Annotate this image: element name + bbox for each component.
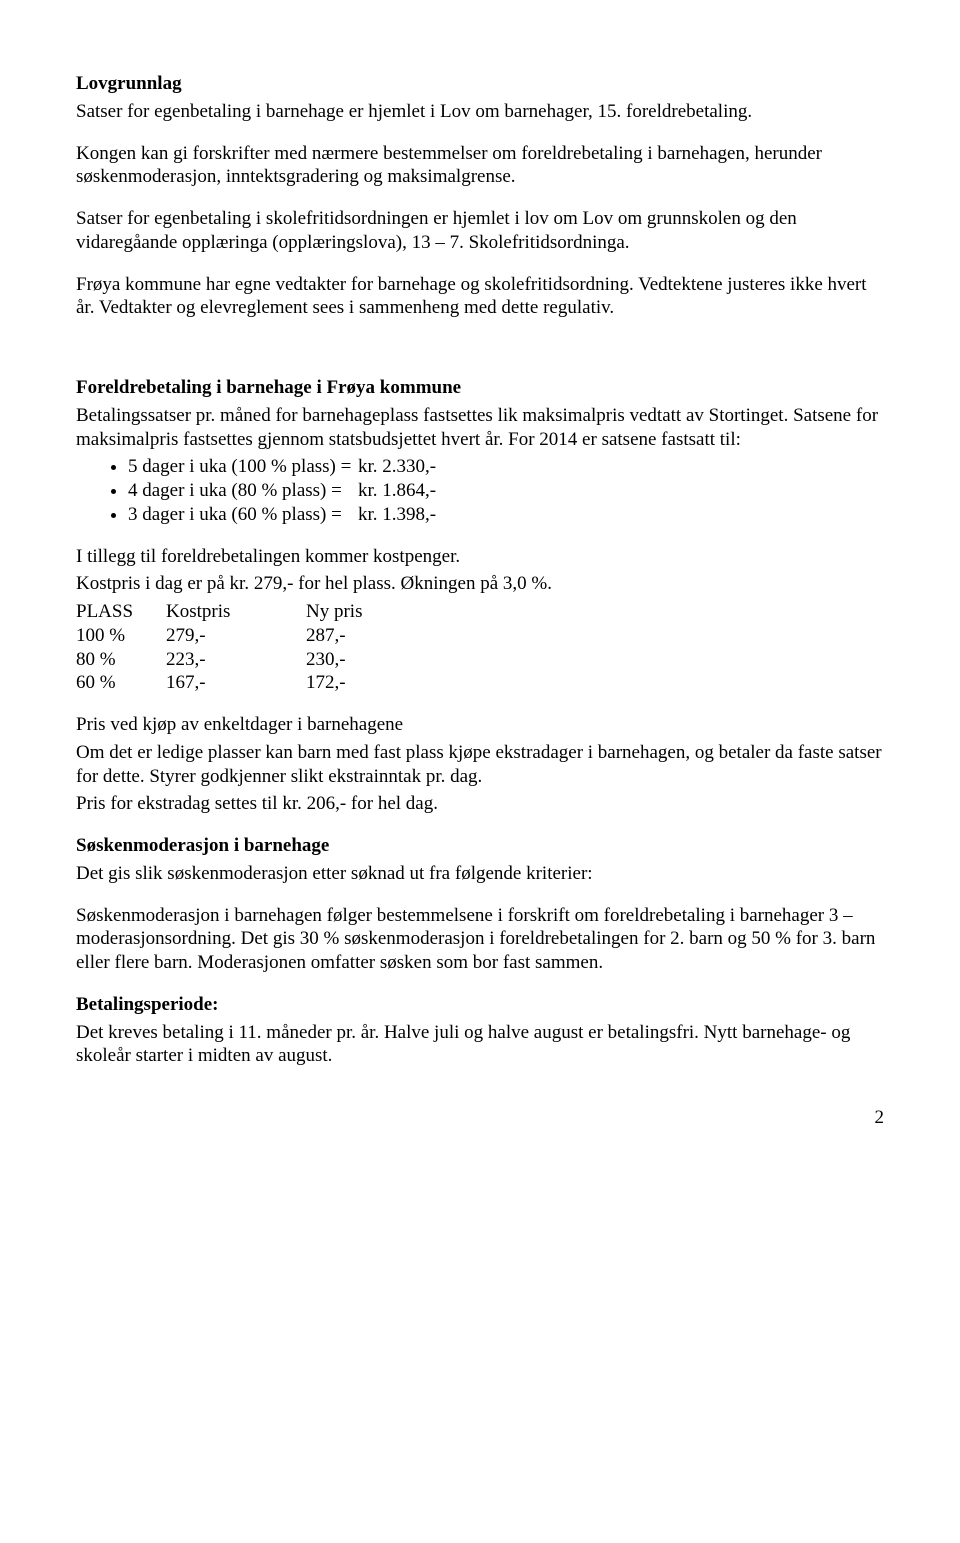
pris-label: 4 dager i uka (80 % plass) =	[128, 479, 358, 503]
kost-line1: I tillegg til foreldrebetalingen kommer …	[76, 545, 884, 569]
table-cell: Kostpris	[166, 600, 306, 624]
lovgrunnlag-heading: Lovgrunnlag	[76, 72, 884, 96]
table-cell: 287,-	[306, 624, 446, 648]
table-cell: 223,-	[166, 648, 306, 672]
table-row: 80 % 223,- 230,-	[76, 648, 446, 672]
enkeltdager-heading: Pris ved kjøp av enkeltdager i barnehage…	[76, 713, 884, 737]
table-cell: 279,-	[166, 624, 306, 648]
table-cell: 172,-	[306, 671, 446, 695]
sosken-heading: Søskenmoderasjon i barnehage	[76, 834, 884, 858]
list-item: 5 dager i uka (100 % plass) = kr. 2.330,…	[128, 455, 884, 479]
pris-value: kr. 1.398,-	[358, 503, 548, 527]
table-cell: PLASS	[76, 600, 166, 624]
lovgrunnlag-p2: Kongen kan gi forskrifter med nærmere be…	[76, 142, 884, 190]
enkeltdager-body: Om det er ledige plasser kan barn med fa…	[76, 741, 884, 789]
sosken-body: Søskenmoderasjon i barnehagen følger bes…	[76, 904, 884, 975]
lovgrunnlag-p1: Satser for egenbetaling i barnehage er h…	[76, 100, 884, 124]
table-cell: 167,-	[166, 671, 306, 695]
kostpris-table: PLASS Kostpris Ny pris 100 % 279,- 287,-…	[76, 600, 446, 695]
table-cell: 100 %	[76, 624, 166, 648]
table-row: 60 % 167,- 172,-	[76, 671, 446, 695]
pris-value: kr. 2.330,-	[358, 455, 548, 479]
page-number: 2	[76, 1106, 884, 1130]
lovgrunnlag-p3: Satser for egenbetaling i skolefritidsor…	[76, 207, 884, 255]
table-cell: 60 %	[76, 671, 166, 695]
pris-list: 5 dager i uka (100 % plass) = kr. 2.330,…	[76, 455, 884, 526]
sosken-line1: Det gis slik søskenmoderasjon etter søkn…	[76, 862, 884, 886]
table-cell: Ny pris	[306, 600, 446, 624]
pris-label: 3 dager i uka (60 % plass) =	[128, 503, 358, 527]
table-cell: 80 %	[76, 648, 166, 672]
enkeltdager-pris: Pris for ekstradag settes til kr. 206,- …	[76, 792, 884, 816]
betalingsperiode-heading: Betalingsperiode:	[76, 993, 884, 1017]
list-item: 4 dager i uka (80 % plass) = kr. 1.864,-	[128, 479, 884, 503]
betalingsperiode-body: Det kreves betaling i 11. måneder pr. år…	[76, 1021, 884, 1069]
pris-value: kr. 1.864,-	[358, 479, 548, 503]
foreldrebetaling-intro: Betalingssatser pr. måned for barnehagep…	[76, 404, 884, 452]
lovgrunnlag-p4: Frøya kommune har egne vedtakter for bar…	[76, 273, 884, 321]
pris-label: 5 dager i uka (100 % plass) =	[128, 455, 358, 479]
foreldrebetaling-heading: Foreldrebetaling i barnehage i Frøya kom…	[76, 376, 884, 400]
table-row: PLASS Kostpris Ny pris	[76, 600, 446, 624]
table-row: 100 % 279,- 287,-	[76, 624, 446, 648]
table-cell: 230,-	[306, 648, 446, 672]
kost-line2: Kostpris i dag er på kr. 279,- for hel p…	[76, 572, 884, 596]
list-item: 3 dager i uka (60 % plass) = kr. 1.398,-	[128, 503, 884, 527]
